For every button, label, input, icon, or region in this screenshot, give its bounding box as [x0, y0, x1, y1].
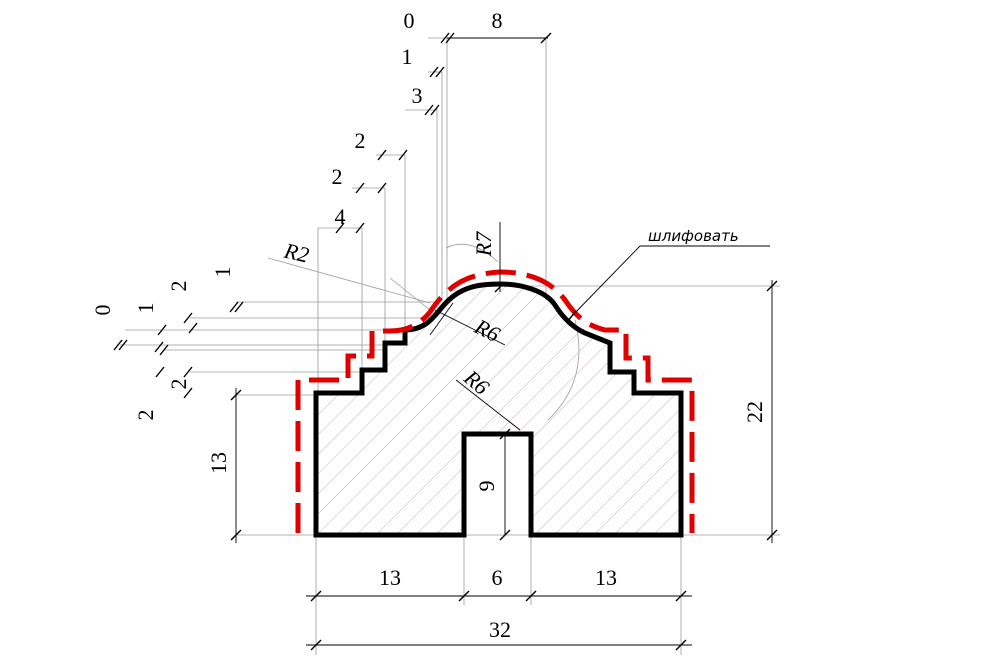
left-stack-ticks — [113, 301, 244, 399]
dim-total-width: 32 — [489, 617, 511, 642]
stack-left-1: 1 — [133, 303, 158, 314]
stack-top-5: 2 — [332, 164, 343, 189]
dim-base-left: 13 — [379, 565, 401, 590]
stack-top-3: 3 — [412, 83, 423, 108]
groove-dimension — [499, 428, 511, 541]
stack-left-0: 0 — [90, 305, 115, 316]
extension-lines — [120, 37, 780, 655]
stack-top-1: 8 — [492, 8, 503, 33]
stack-top-0: 0 — [404, 8, 415, 33]
stack-left-2: 2 — [166, 281, 191, 292]
dim-groove-width: 6 — [492, 565, 503, 590]
right-dimension — [766, 280, 778, 543]
left-dimension — [230, 388, 242, 543]
stack-left-5: 2 — [133, 410, 158, 421]
stack-left-4: 2 — [166, 379, 191, 390]
note-leader — [566, 245, 770, 323]
radius-r2-label: R2 — [281, 238, 311, 268]
dim-groove-depth: 9 — [474, 481, 499, 492]
bottom-dimensions — [306, 590, 692, 651]
molding-profile — [313, 281, 684, 538]
radius-r7-label: R7 — [471, 231, 496, 257]
dim-total-height: 22 — [742, 401, 767, 423]
stack-left-3: 1 — [210, 267, 235, 278]
radius-leaders — [429, 222, 521, 431]
top-stack-ticks — [335, 32, 552, 234]
stack-top-2: 1 — [402, 44, 413, 69]
stack-top-6: 4 — [335, 204, 346, 229]
grind-note: шлифовать — [648, 227, 739, 245]
dim-left-height: 13 — [206, 452, 231, 474]
stack-top-4: 2 — [355, 128, 366, 153]
dim-base-right: 13 — [595, 565, 617, 590]
